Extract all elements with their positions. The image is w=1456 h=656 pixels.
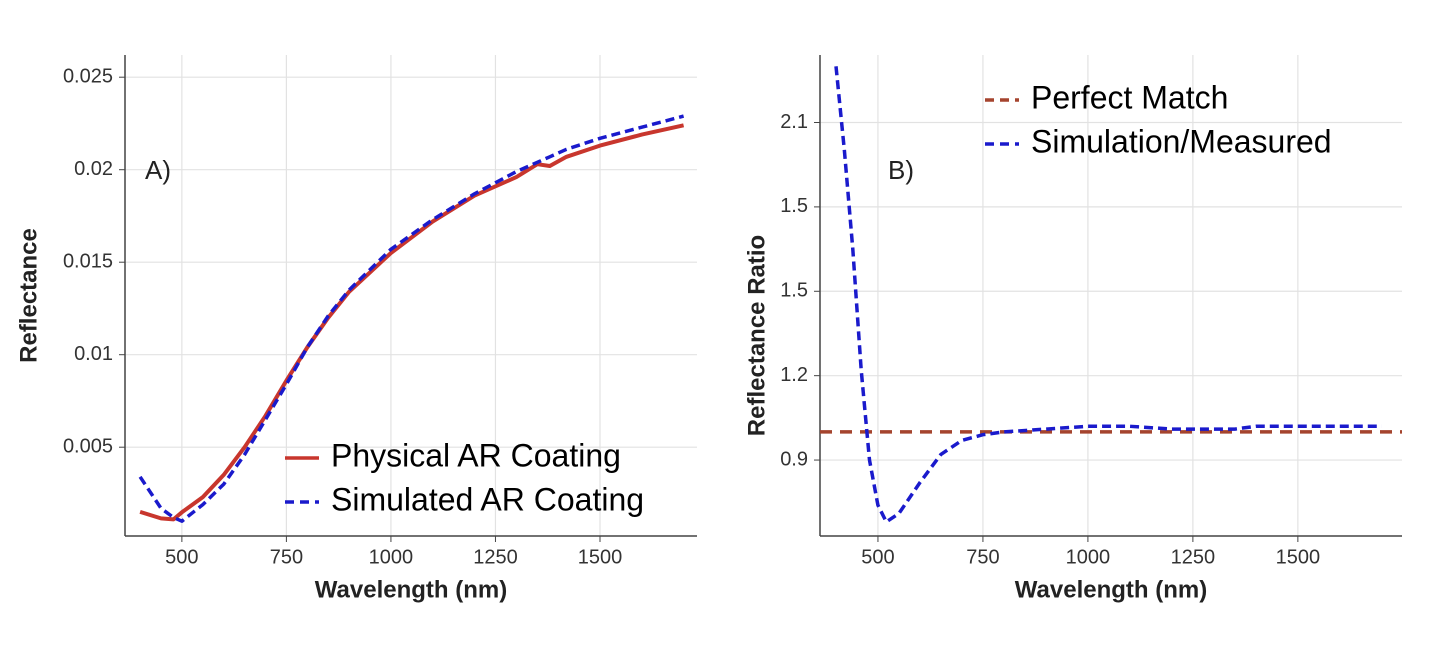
x-tick-label: 1500 bbox=[1276, 546, 1321, 568]
x-axis-label: Wavelength (nm) bbox=[1015, 576, 1207, 603]
x-tick-label: 500 bbox=[861, 546, 894, 568]
x-tick-label: 500 bbox=[165, 546, 198, 568]
series-line bbox=[138, 114, 685, 523]
legend-label: Simulated AR Coating bbox=[331, 481, 644, 517]
y-tick-label: 1.2 bbox=[780, 364, 808, 386]
x-tick-label: 750 bbox=[966, 546, 999, 568]
legend-label: Perfect Match bbox=[1031, 79, 1228, 115]
x-tick-label: 750 bbox=[270, 546, 303, 568]
y-tick-label: 0.02 bbox=[74, 158, 113, 180]
x-tick-label: 1000 bbox=[369, 546, 414, 568]
series-line bbox=[834, 66, 1382, 524]
x-tick-label: 1250 bbox=[473, 546, 518, 568]
legend-label: Physical AR Coating bbox=[331, 437, 621, 473]
y-tick-label: 2.1 bbox=[780, 111, 808, 133]
legend-label: Simulation/Measured bbox=[1031, 123, 1332, 159]
y-tick-label: 0.025 bbox=[63, 65, 113, 87]
y-axis-label: Reflectance Ratio bbox=[743, 235, 770, 436]
panel-label: B) bbox=[888, 155, 914, 185]
x-tick-label: 1000 bbox=[1066, 546, 1111, 568]
y-tick-label: 0.015 bbox=[63, 250, 113, 272]
x-axis-label: Wavelength (nm) bbox=[315, 576, 507, 603]
y-tick-label: 0.01 bbox=[74, 343, 113, 365]
y-tick-label: 0.9 bbox=[780, 448, 808, 470]
y-tick-label: 1.5 bbox=[780, 195, 808, 217]
panel-label: A) bbox=[145, 155, 171, 185]
y-tick-label: 0.005 bbox=[63, 435, 113, 457]
x-tick-label: 1250 bbox=[1171, 546, 1216, 568]
x-tick-label: 1500 bbox=[578, 546, 623, 568]
y-axis-label: Reflectance bbox=[15, 228, 42, 363]
series-line bbox=[139, 123, 685, 522]
y-tick-label: 1.5 bbox=[780, 280, 808, 302]
